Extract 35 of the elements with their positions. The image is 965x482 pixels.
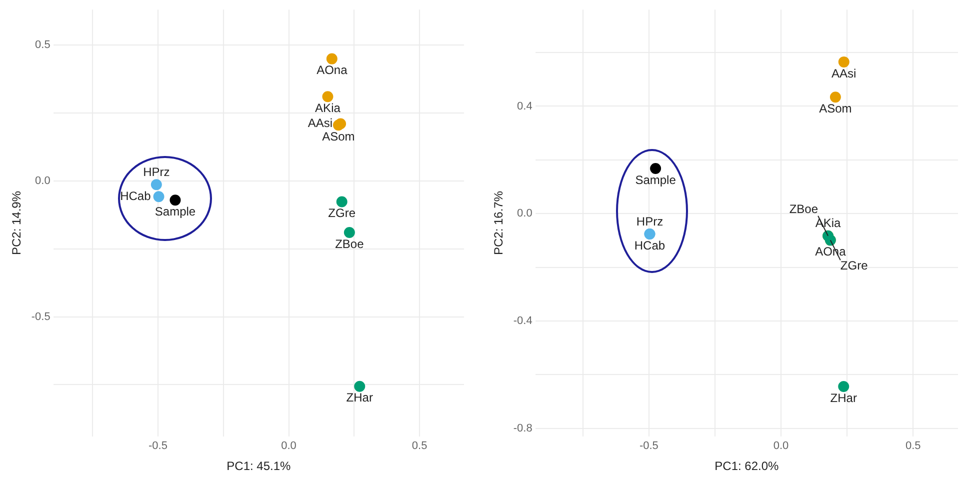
x-tick-label: 0.5: [905, 440, 921, 452]
series-label: HCab: [120, 188, 152, 203]
series-label: Sample: [635, 172, 676, 187]
series-label: AKia: [315, 100, 341, 115]
x-tick-label: -0.5: [639, 440, 658, 452]
series-label: AOna: [316, 63, 348, 78]
x-tick-label: 0.0: [773, 440, 789, 452]
series-label: Sample: [154, 204, 196, 218]
x-tick-label: 0.0: [281, 440, 296, 452]
y-tick-label: 0.0: [517, 208, 532, 220]
x-axis-title: PC1: 62.0%: [714, 459, 780, 474]
y-tick-label: 0.5: [35, 38, 50, 51]
series-label: ZBoe: [335, 236, 364, 251]
series-label: AAsi: [832, 66, 856, 80]
y-axis-title: PC2: 16.7%: [492, 190, 506, 256]
series-label: ZGre: [840, 258, 868, 272]
series-label: ZHar: [830, 390, 857, 405]
y-axis-title: PC2: 14.9%: [10, 190, 24, 256]
y-tick-label: -0.5: [31, 310, 50, 323]
y-tick-label: 0.0: [35, 174, 50, 187]
series-label: ZHar: [346, 390, 373, 405]
series-label: HCab: [634, 238, 666, 252]
series-label: HPrz: [143, 164, 170, 179]
series-label: ZBoe: [789, 202, 818, 216]
x-tick-label: 0.5: [412, 440, 428, 452]
series-label: AAsi: [308, 116, 333, 130]
x-tick-label: -0.5: [148, 440, 168, 452]
y-tick-label: -0.8: [513, 422, 532, 434]
series-label: HPrz: [636, 214, 664, 228]
x-axis-title: PC1: 45.1%: [226, 459, 292, 474]
series-label: ASom: [322, 129, 355, 144]
series-label: ASom: [819, 101, 852, 116]
y-tick-label: -0.4: [513, 315, 532, 328]
series-label: ZGre: [328, 206, 356, 220]
y-tick-label: 0.4: [517, 100, 532, 112]
